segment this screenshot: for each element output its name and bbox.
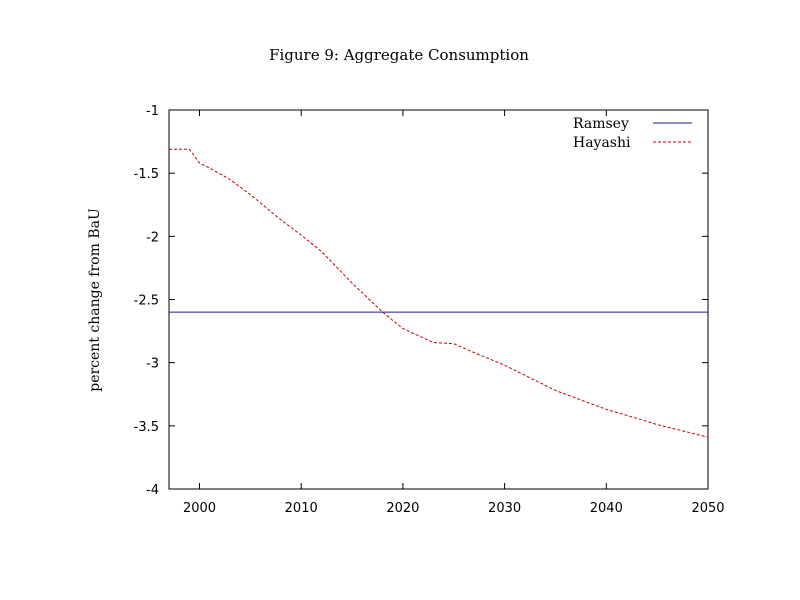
plot-frame	[168, 109, 709, 490]
y-axis-label: percent change from BaU	[87, 208, 103, 392]
x-tick-label: 2000	[183, 501, 216, 516]
x-tick-label: 2050	[691, 501, 724, 516]
series-line-hayashi	[169, 148, 709, 438]
y-tick-label: -2	[146, 230, 159, 245]
series-layer	[169, 148, 709, 438]
legend-label-ramsey: Ramsey	[573, 116, 629, 132]
y-tick-label: -2.5	[134, 294, 159, 309]
x-tick-label: 2040	[590, 501, 623, 516]
x-tick-label: 2020	[386, 501, 419, 516]
y-tick-label: -3.5	[134, 420, 159, 435]
chart-title: Figure 9: Aggregate Consumption	[269, 46, 529, 64]
plot-border	[168, 109, 709, 490]
axis-ticks: 2000 2010 2020 2030 2040 2050 -1 -1.5 -2 -2.5 -3 -3…	[134, 104, 725, 516]
y-tick-label: -4	[146, 483, 159, 498]
y-tick-label: -1.5	[134, 167, 159, 182]
x-tick-label: 2030	[488, 501, 521, 516]
legend: Ramsey Hayashi	[573, 116, 692, 151]
y-tick-label: -1	[146, 104, 159, 119]
x-tick-label: 2010	[285, 501, 318, 516]
y-tick-label: -3	[146, 357, 159, 372]
legend-label-hayashi: Hayashi	[573, 135, 631, 151]
